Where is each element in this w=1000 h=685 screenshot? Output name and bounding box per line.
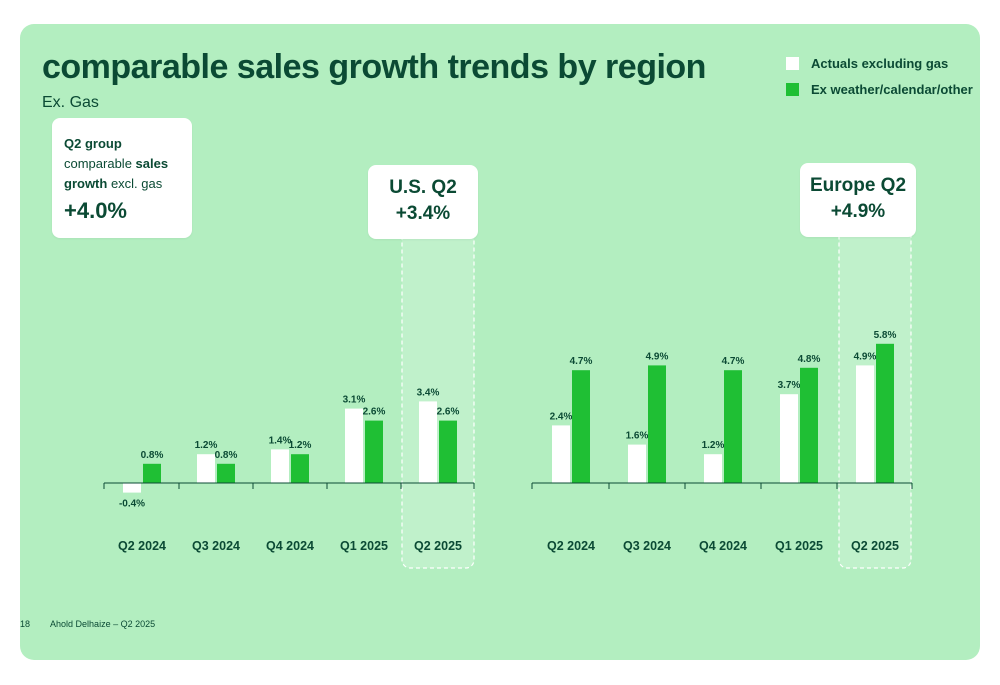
us-bar-ex-weather (143, 463, 161, 483)
us-bar-ex-weather (291, 454, 309, 483)
us-data-label: 3.4% (417, 387, 440, 398)
us-bar-ex-weather (439, 420, 457, 483)
us-data-label: -0.4% (119, 499, 145, 510)
eu-category-label: Q4 2024 (699, 539, 747, 553)
us-bar-actuals (123, 483, 141, 493)
eu-data-label: 4.7% (570, 356, 593, 367)
group-callout-line3b: excl. gas (107, 176, 163, 191)
eu-bar-actuals (552, 425, 570, 483)
us-data-label: 1.2% (195, 440, 218, 451)
eu-data-label: 1.6% (626, 431, 649, 442)
us-callout-label: U.S. Q2 (389, 177, 457, 198)
group-callout: Q2 group comparable sales growth excl. g… (52, 118, 192, 238)
us-category-label: Q4 2024 (266, 539, 314, 553)
eu-category-label: Q2 2024 (547, 539, 595, 553)
us-data-label: 2.6% (363, 407, 386, 418)
eu-data-label: 4.7% (722, 356, 745, 367)
us-category-label: Q2 2025 (414, 539, 462, 553)
page-subtitle: Ex. Gas (42, 94, 99, 111)
us-category-label: Q3 2024 (192, 539, 240, 553)
us-category-label: Q2 2024 (118, 539, 166, 553)
group-callout-line3a: growth (64, 176, 108, 191)
group-callout-line1: Q2 group (64, 136, 122, 151)
eu-callout-label: Europe Q2 (809, 175, 907, 196)
us-category-label: Q1 2025 (340, 539, 388, 553)
eu-bar-actuals (704, 454, 722, 483)
legend-label-ex-weather: Ex weather/calendar/other (811, 81, 973, 97)
us-callout: U.S. Q2 +3.4% (368, 165, 478, 239)
us-data-label: 0.8% (141, 450, 164, 461)
eu-data-label: 3.7% (778, 380, 801, 391)
legend-swatch-white (786, 56, 799, 70)
us-bar-actuals (345, 408, 363, 483)
legend-label-actuals: Actuals excluding gas (811, 55, 949, 71)
eu-data-label: 5.8% (874, 330, 897, 341)
eu-data-label: 1.2% (702, 440, 725, 451)
us-data-label: 2.6% (437, 407, 460, 418)
eu-category-label: Q2 2025 (851, 539, 899, 553)
footer-text: Ahold Delhaize – Q2 2025 (50, 619, 156, 629)
group-callout-line2a: comparable (64, 156, 136, 171)
eu-bar-ex-weather (724, 370, 742, 483)
footer-page-number: 18 (20, 619, 31, 629)
eu-data-label: 4.9% (646, 351, 669, 362)
eu-callout-value: +4.9% (830, 201, 886, 222)
eu-bar-actuals (628, 444, 646, 483)
eu-callout: Europe Q2 +4.9% (800, 163, 916, 237)
legend-item-ex-weather: Ex weather/calendar/other (786, 76, 973, 102)
eu-bar-actuals (780, 394, 798, 483)
group-callout-line2b: sales (135, 156, 169, 171)
eu-bar-ex-weather (800, 367, 818, 483)
eu-bar-ex-weather (648, 365, 666, 483)
us-bar-actuals (271, 449, 289, 483)
us-bar-ex-weather (365, 420, 383, 483)
us-data-label: 0.8% (215, 450, 238, 461)
footer: 18 Ahold Delhaize – Q2 2025 (20, 619, 155, 629)
eu-category-label: Q1 2025 (775, 539, 823, 553)
page-title: comparable sales growth trends by region (42, 48, 706, 86)
group-callout-line3: growth excl. gas (64, 176, 162, 191)
us-bar-actuals (197, 454, 215, 483)
eu-data-label: 4.9% (854, 351, 877, 362)
eu-category-label: Q3 2024 (623, 539, 671, 553)
us-bar-actuals (419, 401, 437, 483)
us-data-label: 3.1% (343, 395, 366, 406)
legend: Actuals excluding gas Ex weather/calenda… (786, 50, 973, 102)
legend-item-actuals: Actuals excluding gas (786, 50, 973, 76)
us-callout-value: +3.4% (395, 203, 451, 224)
group-callout-value: +4.0% (64, 198, 127, 223)
eu-bar-ex-weather (876, 343, 894, 483)
eu-bar-ex-weather (572, 370, 590, 483)
us-data-label: 1.4% (269, 435, 292, 446)
group-callout-line2: comparable sales (64, 156, 168, 171)
eu-bar-actuals (856, 365, 874, 483)
us-bar-ex-weather (217, 463, 235, 483)
us-data-label: 1.2% (289, 440, 312, 451)
eu-data-label: 2.4% (550, 411, 573, 422)
eu-data-label: 4.8% (798, 354, 821, 365)
legend-swatch-green (786, 82, 799, 96)
